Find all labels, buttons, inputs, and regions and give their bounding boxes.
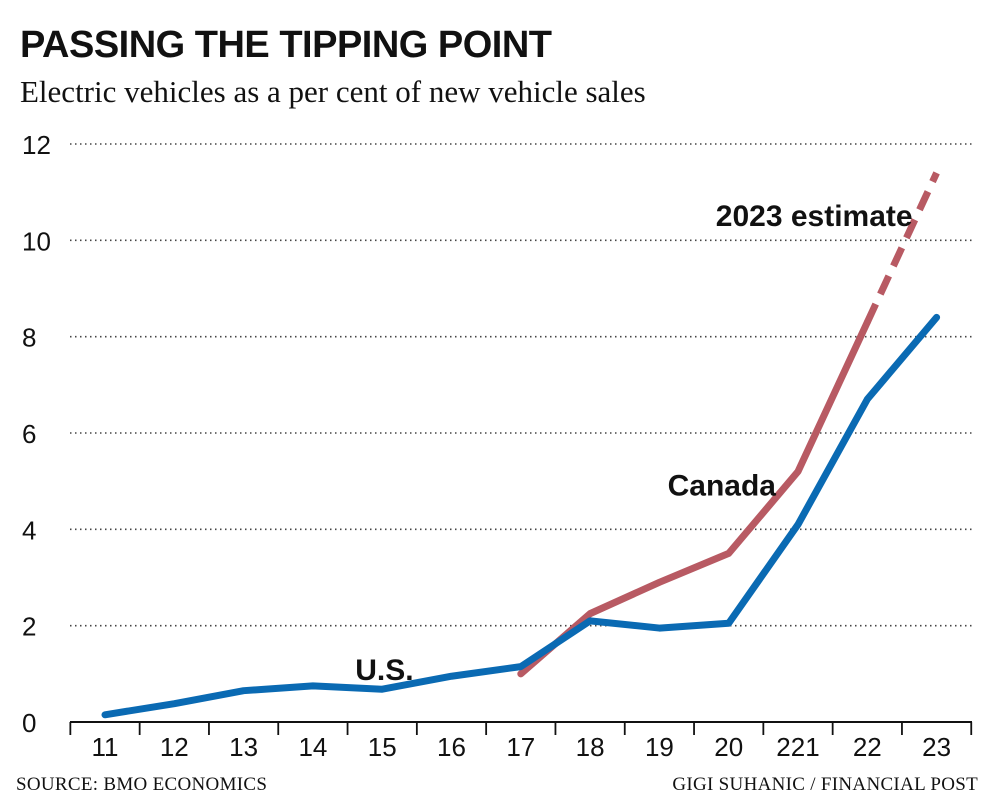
y-tick-label: 6: [22, 419, 36, 449]
x-axis: [69, 721, 973, 735]
annotation-u-s: U.S.: [355, 654, 413, 687]
x-tick-label: 15: [368, 732, 397, 762]
series-line-2023-estimate: [864, 171, 940, 324]
x-tick-label: 14: [298, 732, 327, 762]
y-tick-label: 0: [22, 708, 36, 738]
x-tick-label: 221: [776, 732, 819, 762]
source-note: SOURCE: BMO ECONOMICS: [16, 774, 268, 795]
annotations: U.S. Canada 2023 estimate: [355, 200, 912, 687]
series-line-canada: [517, 318, 871, 678]
x-tick-label: 18: [576, 732, 605, 762]
x-tick-label: 23: [922, 732, 951, 762]
y-tick-label: 12: [22, 130, 51, 160]
y-tick-label: 4: [22, 515, 36, 545]
chart-subtitle: Electric vehicles as a per cent of new v…: [20, 74, 646, 109]
x-tick-label: 17: [506, 732, 535, 762]
series-line-u-s: [101, 313, 941, 719]
y-axis-labels: 0 2 4 6 8 10 12: [22, 130, 51, 738]
gridlines: [70, 143, 972, 627]
series-lines: [101, 171, 941, 719]
annotation-canada: Canada: [668, 470, 777, 503]
chart-title: PASSING THE TIPPING POINT: [20, 24, 552, 66]
x-tick-label: 22: [853, 732, 882, 762]
x-tick-label: 20: [714, 732, 743, 762]
y-tick-label: 10: [22, 226, 51, 256]
x-tick-label: 13: [229, 732, 258, 762]
y-tick-label: 2: [22, 612, 36, 642]
annotation-2023-estimate: 2023 estimate: [716, 200, 913, 233]
credit-note: GIGI SUHANIC / FINANCIAL POST: [672, 774, 978, 795]
x-axis-labels: 11 12 13 14 15 16 17 18 19 20 221 22 23: [92, 732, 952, 762]
x-tick-label: 16: [437, 732, 466, 762]
y-tick-label: 8: [22, 323, 36, 353]
x-tick-label: 11: [92, 732, 119, 762]
x-tick-label: 12: [160, 732, 189, 762]
x-tick-label: 19: [645, 732, 674, 762]
